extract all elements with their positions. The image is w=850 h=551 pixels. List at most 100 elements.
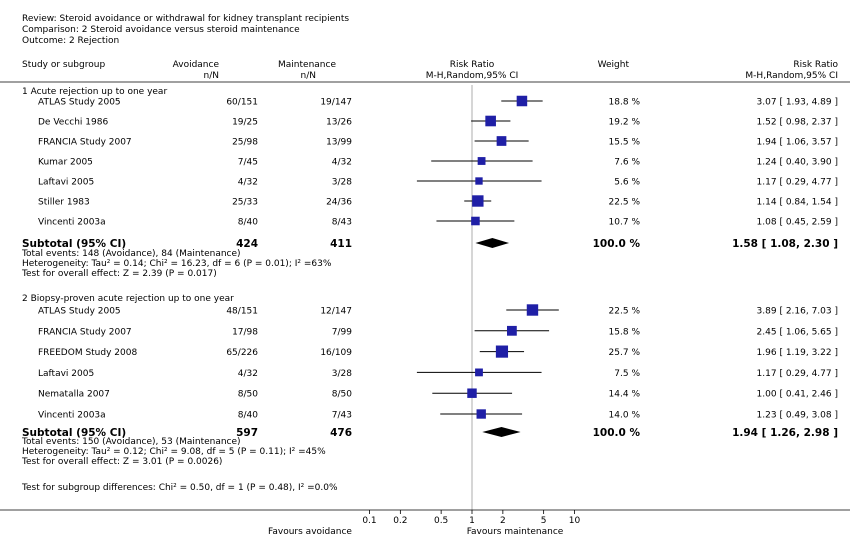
study-name: Laftavi 2005 bbox=[38, 369, 94, 379]
x-tick-label: 0.5 bbox=[434, 516, 448, 526]
study-ci-text: 3.89 [ 2.16, 7.03 ] bbox=[757, 307, 838, 317]
study-maint-events: 3/28 bbox=[332, 178, 352, 188]
subtotal-diamond bbox=[482, 427, 521, 437]
col-maint-header: Maintenance bbox=[278, 60, 336, 70]
study-avoid-events: 17/98 bbox=[232, 327, 258, 337]
study-maint-events: 13/26 bbox=[326, 118, 352, 128]
col-rr2-header: Risk Ratio bbox=[793, 60, 838, 70]
outcome-title: Outcome: 2 Rejection bbox=[22, 36, 119, 46]
study-maint-events: 8/43 bbox=[332, 218, 352, 228]
study-point bbox=[477, 157, 486, 165]
study-weight: 18.8 % bbox=[609, 98, 641, 108]
study-point bbox=[475, 368, 483, 377]
study-weight: 10.7 % bbox=[609, 218, 641, 228]
study-ci-text: 1.00 [ 0.41, 2.46 ] bbox=[757, 390, 838, 400]
study-maint-events: 12/147 bbox=[320, 307, 352, 317]
study-weight: 19.2 % bbox=[609, 118, 641, 128]
study-weight: 14.4 % bbox=[609, 390, 641, 400]
col-study-header: Study or subgroup bbox=[22, 60, 105, 70]
subtotal-weight: 100.0 % bbox=[593, 427, 641, 439]
study-name: FRANCIA Study 2007 bbox=[38, 327, 132, 337]
study-weight: 5.6 % bbox=[614, 178, 640, 188]
study-ci-text: 1.23 [ 0.49, 3.08 ] bbox=[757, 411, 838, 421]
study-avoid-events: 8/40 bbox=[238, 411, 258, 421]
study-point bbox=[472, 195, 484, 207]
col-avoid-header: Avoidance bbox=[173, 60, 220, 70]
subtotal-maint-total: 411 bbox=[330, 238, 352, 250]
study-maint-events: 24/36 bbox=[326, 198, 352, 208]
study-name: ATLAS Study 2005 bbox=[38, 98, 121, 108]
study-ci-text: 1.96 [ 1.19, 3.22 ] bbox=[757, 348, 838, 358]
subtotal-weight: 100.0 % bbox=[593, 238, 641, 250]
study-avoid-events: 4/32 bbox=[238, 178, 258, 188]
study-weight: 22.5 % bbox=[609, 198, 641, 208]
study-ci-text: 3.07 [ 1.93, 4.89 ] bbox=[757, 98, 838, 108]
col-weight-header: Weight bbox=[598, 60, 630, 70]
study-name: Laftavi 2005 bbox=[38, 178, 94, 188]
study-point bbox=[506, 325, 517, 336]
study-weight: 15.8 % bbox=[609, 327, 641, 337]
study-maint-events: 7/43 bbox=[332, 411, 352, 421]
col-avoid-sub: n/N bbox=[204, 71, 219, 81]
study-avoid-events: 4/32 bbox=[238, 369, 258, 379]
study-avoid-events: 8/50 bbox=[238, 390, 258, 400]
study-point bbox=[467, 388, 477, 398]
subgroup-note: Heterogeneity: Tau² = 0.14; Chi² = 16.23… bbox=[22, 259, 332, 269]
x-tick-label: 2 bbox=[500, 516, 506, 526]
study-point bbox=[496, 136, 507, 146]
study-avoid-events: 25/33 bbox=[232, 198, 258, 208]
x-tick-label: 0.2 bbox=[393, 516, 407, 526]
x-tick-label: 5 bbox=[541, 516, 547, 526]
study-name: FRANCIA Study 2007 bbox=[38, 138, 132, 148]
study-maint-events: 7/99 bbox=[332, 327, 352, 337]
study-ci-text: 2.45 [ 1.06, 5.65 ] bbox=[757, 327, 838, 337]
study-ci-text: 1.94 [ 1.06, 3.57 ] bbox=[757, 138, 838, 148]
study-avoid-events: 48/151 bbox=[226, 307, 258, 317]
subgroup-title: 2 Biopsy-proven acute rejection up to on… bbox=[22, 294, 234, 304]
subtotal-maint-total: 476 bbox=[330, 427, 352, 439]
comparison-title: Comparison: 2 Steroid avoidance versus s… bbox=[22, 25, 300, 35]
subgroup-differences: Test for subgroup differences: Chi² = 0.… bbox=[21, 483, 338, 493]
study-maint-events: 13/99 bbox=[326, 138, 352, 148]
study-point bbox=[485, 115, 496, 127]
study-point bbox=[516, 95, 528, 107]
study-ci-text: 1.17 [ 0.29, 4.77 ] bbox=[757, 178, 838, 188]
study-weight: 22.5 % bbox=[609, 307, 641, 317]
review-title: Review: Steroid avoidance or withdrawal … bbox=[22, 14, 349, 24]
subgroup-note: Test for overall effect: Z = 2.39 (P = 0… bbox=[21, 269, 217, 279]
subtotal-label: Subtotal (95% CI) bbox=[22, 238, 126, 250]
subtotal-avoid-total: 424 bbox=[236, 238, 258, 250]
study-ci-text: 1.24 [ 0.40, 3.90 ] bbox=[757, 158, 838, 168]
study-ci-text: 1.14 [ 0.84, 1.54 ] bbox=[757, 198, 838, 208]
favours-right-label: Favours maintenance bbox=[467, 527, 564, 537]
study-ci-text: 1.17 [ 0.29, 4.77 ] bbox=[757, 369, 838, 379]
study-avoid-events: 25/98 bbox=[232, 138, 258, 148]
study-weight: 14.0 % bbox=[609, 411, 641, 421]
study-ci-text: 1.08 [ 0.45, 2.59 ] bbox=[757, 218, 838, 228]
subgroup-note: Total events: 150 (Avoidance), 53 (Maint… bbox=[21, 437, 241, 447]
study-weight: 25.7 % bbox=[609, 348, 641, 358]
subtotal-ci-text: 1.58 [ 1.08, 2.30 ] bbox=[732, 238, 838, 250]
x-tick-label: 1 bbox=[469, 516, 475, 526]
study-maint-events: 16/109 bbox=[320, 348, 352, 358]
col-rr-sub: M-H,Random,95% CI bbox=[426, 71, 519, 81]
study-name: FREEDOM Study 2008 bbox=[38, 348, 137, 358]
study-weight: 7.6 % bbox=[614, 158, 640, 168]
study-name: Vincenti 2003a bbox=[38, 218, 106, 228]
subgroup-note: Test for overall effect: Z = 3.01 (P = 0… bbox=[21, 457, 222, 467]
x-tick-label: 10 bbox=[569, 516, 581, 526]
study-avoid-events: 8/40 bbox=[238, 218, 258, 228]
subtotal-label: Subtotal (95% CI) bbox=[22, 427, 126, 439]
study-maint-events: 3/28 bbox=[332, 369, 352, 379]
subtotal-ci-text: 1.94 [ 1.26, 2.98 ] bbox=[732, 427, 838, 439]
study-weight: 15.5 % bbox=[609, 138, 641, 148]
subgroup-note: Heterogeneity: Tau² = 0.12; Chi² = 9.08,… bbox=[22, 447, 326, 457]
study-name: Kumar 2005 bbox=[38, 158, 93, 168]
favours-left-label: Favours avoidance bbox=[268, 527, 352, 537]
x-tick-label: 0.1 bbox=[362, 516, 376, 526]
study-ci-text: 1.52 [ 0.98, 2.37 ] bbox=[757, 118, 838, 128]
study-avoid-events: 7/45 bbox=[238, 158, 258, 168]
study-avoid-events: 60/151 bbox=[226, 98, 258, 108]
